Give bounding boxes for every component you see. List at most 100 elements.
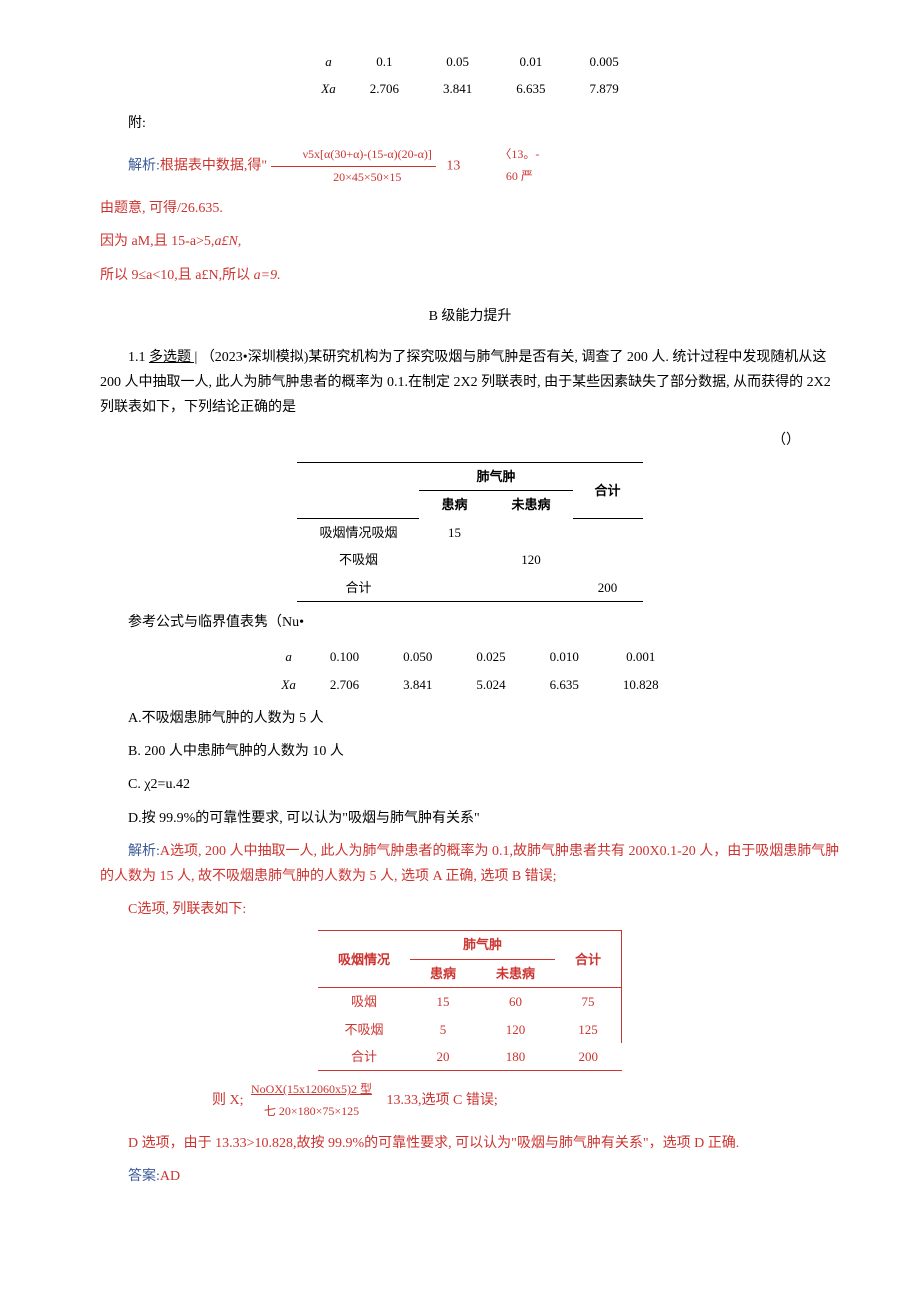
t4-r1-2: 120 — [476, 1016, 555, 1043]
t4-r2-2: 180 — [476, 1043, 555, 1071]
option-a: A.不吸烟患肺气肿的人数为 5 人 — [100, 706, 840, 731]
t3-c3: 0.010 — [528, 643, 601, 670]
t2-r1b — [490, 518, 573, 546]
q11-text: （2023•深圳模拟)某研究机构为了探究吸烟与肺气肿是否有关, 调查了 200 … — [100, 350, 831, 415]
sol1-text1b: 得" — [247, 158, 267, 173]
t4-r2-0: 合计 — [318, 1043, 410, 1071]
t2-r3b — [490, 574, 573, 602]
table1-label-xa: Xa — [299, 75, 347, 102]
q11-body: 1.1 多选题 | （2023•深圳模拟)某研究机构为了探究吸烟与肺气肿是否有关… — [100, 345, 840, 421]
sol1-frac2: 〈13。- 60 严 — [467, 144, 543, 187]
t4-r1-0: 不吸烟 — [318, 1016, 410, 1043]
t2-total: 合计 — [573, 462, 643, 518]
t2-r2l: 不吸烟 — [297, 546, 419, 573]
t3-v2: 5.024 — [454, 671, 527, 698]
alpha-table-1: a 0.1 0.05 0.01 0.005 Xa 2.706 3.841 6.6… — [299, 48, 640, 103]
t3-lx: Xa — [259, 671, 307, 698]
sol1-frac1: ν5x[α(30+α)-(15-α)(20-α)] 20×45×50×15 — [271, 144, 436, 188]
sol1-l4b: a=9. — [254, 268, 281, 283]
answer-label: 答案: — [128, 1169, 160, 1184]
table1-c0: 0.1 — [348, 48, 421, 75]
sol1-frac2-den: 60 严 — [467, 166, 543, 188]
t2-colgroup: 肺气肿 — [419, 462, 572, 490]
table1-v0: 2.706 — [348, 75, 421, 102]
solution-prefix: 解析: — [128, 158, 160, 173]
t4-r0-3: 75 — [555, 988, 622, 1016]
table1-v2: 6.635 — [494, 75, 567, 102]
ref-label: 参考公式与临界值表隽（Nu• — [100, 610, 840, 635]
t2-r1a: 15 — [419, 518, 489, 546]
t2-r3c: 200 — [573, 574, 643, 602]
sol2-chi-den: 七 20×180×75×125 — [247, 1101, 376, 1123]
t2-cola: 患病 — [419, 491, 489, 519]
t2-r2c — [573, 546, 643, 573]
sol2-chi-frac: NoOX(15x12060x5)2 型 七 20×180×75×125 — [247, 1079, 376, 1122]
option-c: C. χ2=u.42 — [100, 772, 840, 797]
sol2-chi-label: 则 X; — [212, 1093, 244, 1108]
t3-c0: 0.100 — [308, 643, 381, 670]
t2-r2a — [419, 546, 489, 573]
t4-r0-1: 15 — [410, 988, 476, 1016]
answer-value: AD — [160, 1169, 180, 1184]
t3-c4: 0.001 — [601, 643, 681, 670]
solution2-c-pre: C选项, 列联表如下: — [100, 897, 840, 922]
sol2-prefix: 解析: — [128, 844, 160, 859]
sol1-frac1-num: ν5x[α(30+α)-(15-α)(20-α)] — [271, 144, 436, 167]
q11-num: 1.1 — [128, 350, 149, 365]
t4-r2-3: 200 — [555, 1043, 622, 1071]
t3-v0: 2.706 — [308, 671, 381, 698]
alpha-table-3: a 0.100 0.050 0.025 0.010 0.001 Xa 2.706… — [259, 643, 680, 698]
t3-la: a — [259, 643, 307, 670]
table1-c3: 0.005 — [567, 48, 640, 75]
table1-v3: 7.879 — [567, 75, 640, 102]
sol2-lineA: A选项, 200 人中抽取一人, 此人为肺气肿患者的概率为 0.1,故肺气肿患者… — [100, 844, 839, 884]
t3-c1: 0.050 — [381, 643, 454, 670]
sol1-mid: 13 — [446, 158, 460, 173]
t3-v3: 6.635 — [528, 671, 601, 698]
t4-r0-2: 60 — [476, 988, 555, 1016]
t4-cola: 患病 — [410, 959, 476, 987]
t4-r1-1: 5 — [410, 1016, 476, 1043]
t2-colb: 未患病 — [490, 491, 573, 519]
sol2-chi-val: 13.33,选项 C 错误; — [387, 1093, 498, 1108]
t2-r3a — [419, 574, 489, 602]
table1-c2: 0.01 — [494, 48, 567, 75]
table1-label-a: a — [299, 48, 347, 75]
solution2-d: D 选项，由于 13.33>10.828,故按 99.9%的可靠性要求, 可以认… — [100, 1131, 840, 1156]
solution2-chi: 则 X; NoOX(15x12060x5)2 型 七 20×180×75×125… — [212, 1079, 840, 1122]
q11-tag: 多选题 | — [149, 350, 197, 365]
option-d: D.按 99.9%的可靠性要求, 可以认为"吸烟与肺气肿有关系" — [100, 806, 840, 831]
sol1-l3a: 因为 aM,且 15-a>5, — [100, 234, 214, 249]
t4-r2-1: 20 — [410, 1043, 476, 1071]
t4-r0-0: 吸烟 — [318, 988, 410, 1016]
sol2-chi-num: NoOX(15x12060x5)2 型 — [247, 1079, 376, 1101]
solution1-line1: 解析:根据表中数据,得" ν5x[α(30+α)-(15-α)(20-α)] 2… — [100, 144, 840, 188]
t3-v1: 3.841 — [381, 671, 454, 698]
t4-rowhdr: 吸烟情况 — [318, 931, 410, 988]
sol1-l4a: 所以 9≤a<10,且 a£N,所以 — [100, 268, 254, 283]
option-b: B. 200 人中患肺气肿的人数为 10 人 — [100, 739, 840, 764]
q11-paren: （） — [100, 428, 840, 453]
attach-label: 附: — [100, 111, 840, 136]
answer-line: 答案:AD — [100, 1164, 840, 1189]
solution1-line3: 因为 aM,且 15-a>5,a£N, — [100, 229, 840, 254]
section-b-title: B 级能力提升 — [100, 304, 840, 329]
t4-total: 合计 — [555, 931, 622, 988]
contingency-table-2: 肺气肿 合计 患病 未患病 吸烟情况吸烟 15 不吸烟 120 合计 200 — [297, 462, 642, 602]
t4-colgroup: 肺气肿 — [410, 931, 555, 959]
solution2-a: 解析:A选项, 200 人中抽取一人, 此人为肺气肿患者的概率为 0.1,故肺气… — [100, 839, 840, 889]
solution1-line2: 由题意, 可得/26.635. — [100, 196, 840, 221]
t2-r3l: 合计 — [297, 574, 419, 602]
t2-r1l: 吸烟情况吸烟 — [297, 518, 419, 546]
sol1-l3b: a£N, — [214, 234, 241, 249]
t3-c2: 0.025 — [454, 643, 527, 670]
contingency-table-4: 吸烟情况 肺气肿 合计 患病 未患病 吸烟 15 60 75 不吸烟 5 120… — [318, 930, 622, 1071]
sol1-frac2-num: 〈13。- — [467, 144, 543, 166]
t4-r1-3: 125 — [555, 1016, 622, 1043]
t2-r1c — [573, 518, 643, 546]
t4-colb: 未患病 — [476, 959, 555, 987]
sol1-frac1-den: 20×45×50×15 — [271, 167, 436, 189]
t2-r2b: 120 — [490, 546, 573, 573]
t3-v4: 10.828 — [601, 671, 681, 698]
solution1-line4: 所以 9≤a<10,且 a£N,所以 a=9. — [100, 263, 840, 288]
